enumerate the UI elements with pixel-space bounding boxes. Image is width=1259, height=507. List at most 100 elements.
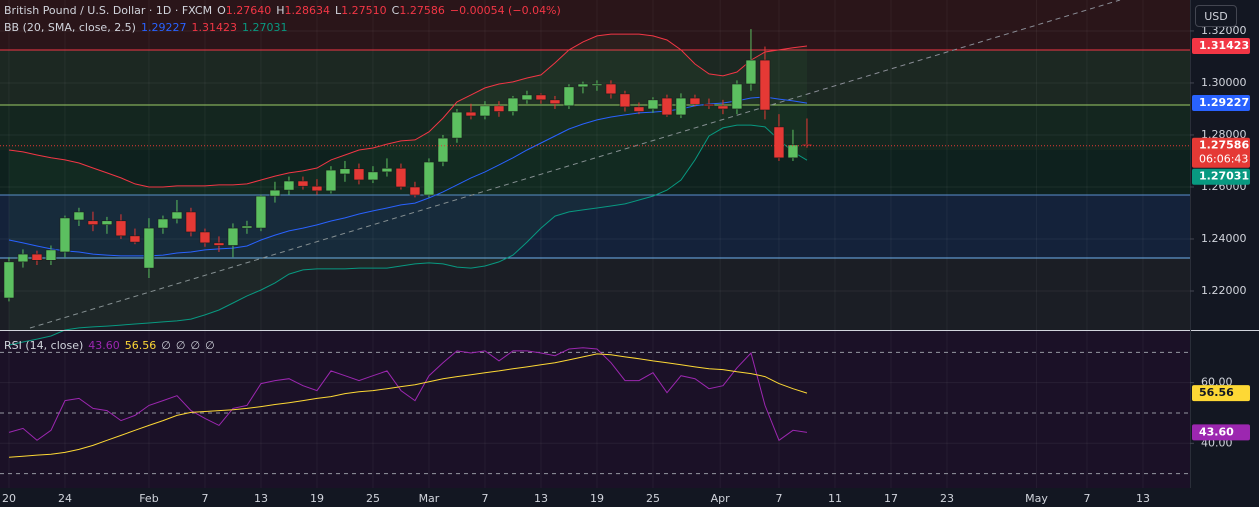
ohlc: O1.27640 H1.28634 L1.27510 C1.27586 (217, 4, 445, 17)
candle-body (325, 169, 337, 192)
candle-body (227, 227, 239, 246)
ohlc-item: O1.27640 (217, 4, 271, 17)
x-tick-label: 13 (254, 492, 268, 505)
candle-body (73, 211, 85, 221)
x-tick-label: 11 (828, 492, 842, 505)
candle-body (773, 126, 785, 159)
ohlc-value: 1.27510 (341, 4, 387, 17)
candle-body (549, 99, 561, 105)
candle-body (87, 220, 99, 225)
price-badge-label: 1.29227 (1199, 96, 1249, 109)
price-badge-label: 43.60 (1199, 425, 1234, 438)
ohlc-key: H (276, 4, 285, 17)
candle-body (661, 97, 673, 116)
candle-body (759, 59, 771, 111)
candle-body (367, 171, 379, 181)
rsi-line (8, 347, 808, 442)
x-tick-label: 7 (481, 492, 488, 505)
rsi-name: RSI (14, close) (4, 339, 84, 352)
x-tick-label: 23 (940, 492, 954, 505)
y-tick-label: 1.30000 (1201, 76, 1247, 89)
candle-body (143, 227, 155, 269)
candle-body (745, 59, 757, 85)
candle-body (423, 161, 435, 196)
candle-body (703, 103, 715, 107)
y-tick-label: 1.24000 (1201, 232, 1247, 245)
ohlc-key: L (335, 4, 342, 17)
x-tick-label: 13 (1136, 492, 1150, 505)
rsi-ma-value: 56.56 (124, 339, 157, 352)
candle-body (647, 99, 659, 110)
rsi-extra: ∅ (161, 339, 171, 352)
candle-body (115, 220, 127, 237)
candle-body (3, 261, 15, 299)
price-badge (1192, 37, 1250, 54)
zone (0, 258, 1190, 330)
rsi-value: 43.60 (88, 339, 120, 352)
zone (0, 105, 1190, 150)
candle-body (297, 180, 309, 187)
x-tick-label: 7 (775, 492, 782, 505)
candle-body (157, 218, 169, 229)
x-tick-label: 24 (58, 492, 72, 505)
ohlc-item: C1.27586 (392, 4, 445, 17)
candle-body (45, 249, 57, 261)
zone (0, 50, 1190, 105)
x-tick-label: 20 (2, 492, 16, 505)
candle-body (199, 231, 211, 244)
candle-body (689, 97, 701, 105)
candle-body (507, 97, 519, 112)
candle-body (493, 105, 505, 112)
change: −0.00054 (−0.04%) (449, 4, 561, 17)
trend-line (29, 0, 1121, 329)
rsi-extra: ∅ (205, 339, 215, 352)
x-tick-label: 25 (646, 492, 660, 505)
rsi-legend: RSI (14, close) 43.60 56.56 ∅ ∅ ∅ ∅ (4, 339, 215, 352)
candle-body (101, 220, 113, 225)
candle-body (535, 94, 547, 101)
candle-body (605, 83, 617, 95)
rsi-line (8, 353, 808, 458)
candle-body (675, 97, 687, 116)
price-badge (1192, 168, 1250, 185)
countdown: 06:06:43 (1199, 153, 1248, 166)
candle-body (59, 217, 71, 253)
currency-button[interactable]: USD (1195, 5, 1237, 27)
candle-body (269, 189, 281, 197)
candle-body (311, 185, 323, 192)
candle-body (381, 167, 393, 173)
x-tick-label: May (1025, 492, 1048, 505)
candle-body (255, 195, 267, 229)
x-tick-label: 19 (590, 492, 604, 505)
x-tick-label: 17 (884, 492, 898, 505)
candle-body (437, 137, 449, 163)
ohlc-key: O (217, 4, 226, 17)
rsi-extra: ∅ (190, 339, 201, 352)
y-tick-label: 1.32000 (1201, 24, 1247, 37)
price-badge-label: 1.31423 (1199, 39, 1249, 52)
price-badge (1192, 95, 1250, 112)
x-tick-label: Mar (419, 492, 440, 505)
candle-body (731, 83, 743, 110)
x-tick-label: Feb (139, 492, 158, 505)
candle-body (171, 211, 183, 220)
price-badge-label: 56.56 (1199, 386, 1234, 399)
candle-body (31, 253, 43, 261)
ohlc-value: 1.27586 (399, 4, 445, 17)
ohlc-item: H1.28634 (276, 4, 330, 17)
candle-body (129, 235, 141, 243)
indicator-name: BB (20, SMA, close, 2.5) (4, 21, 136, 34)
candle-body (353, 168, 365, 181)
candle-body (633, 106, 645, 112)
plot (0, 29, 1190, 475)
band-fill (9, 34, 807, 346)
indicator-legend: BB (20, SMA, close, 2.5) 1.29227 1.31423 1… (4, 21, 287, 34)
candle-body (185, 211, 197, 233)
candle-body (283, 180, 295, 191)
band-line (8, 96, 808, 257)
ohlc-item: L1.27510 (335, 4, 387, 17)
candle-body (213, 242, 225, 246)
ohlc-value: 1.28634 (284, 4, 331, 17)
x-tick-label: 19 (310, 492, 324, 505)
